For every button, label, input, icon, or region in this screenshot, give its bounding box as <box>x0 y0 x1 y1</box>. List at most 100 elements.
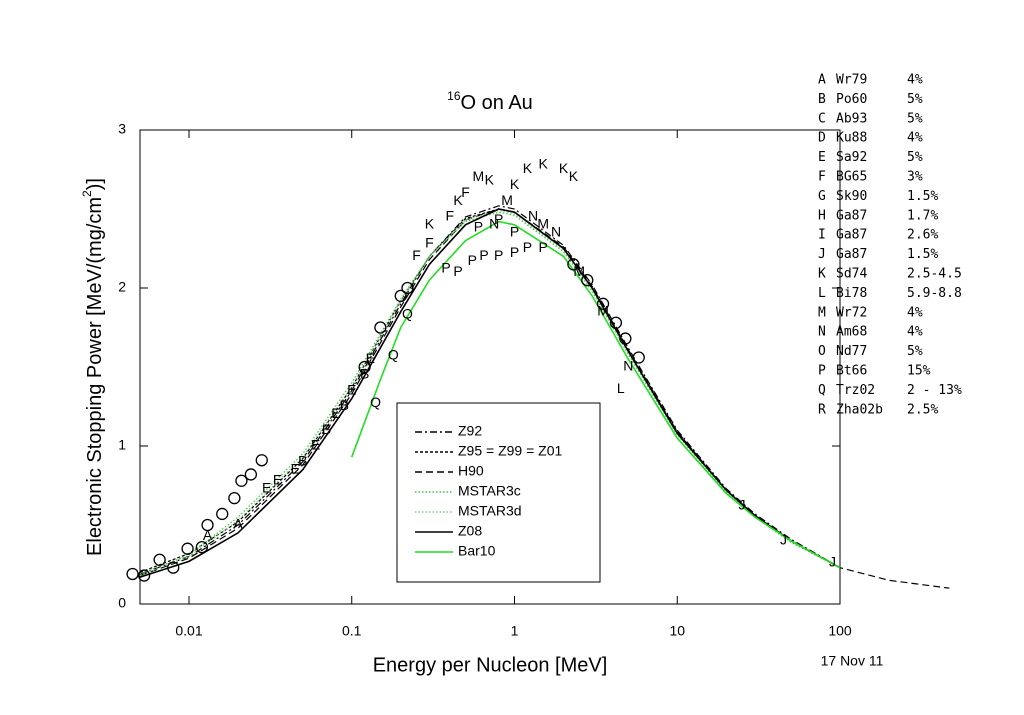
x-axis-label: Energy per Nucleon [MeV] <box>373 654 608 676</box>
source-cell: 15% <box>907 364 931 379</box>
series-line <box>139 205 841 575</box>
y-tick-label: 3 <box>118 121 126 137</box>
point-circle <box>255 454 268 467</box>
source-cell: 5% <box>907 150 923 165</box>
point-letter: K <box>523 160 533 176</box>
point-letter: P <box>441 260 450 276</box>
legend-label: Bar10 <box>458 543 496 559</box>
date: 17 Nov 11 <box>821 653 884 669</box>
point-circle <box>358 360 371 374</box>
source-cell: Bi78 <box>836 286 867 301</box>
point-letter: E <box>347 381 356 397</box>
legend-label: Z92 <box>458 423 482 439</box>
x-tick-label: 1 <box>511 623 519 639</box>
curves <box>139 205 950 589</box>
point-letter: B <box>340 397 349 413</box>
source-cell: Ab93 <box>836 111 867 126</box>
y-label-text: Electronic Stopping Power [MeV/(mg/cm <box>84 197 106 556</box>
point-letter: K <box>538 155 548 171</box>
point-letter: P <box>494 247 503 263</box>
source-cell: 1.7% <box>907 208 938 223</box>
legend-label: H90 <box>458 463 484 479</box>
source-cell: 5% <box>907 92 923 107</box>
source-cell: Trz02 <box>836 383 875 398</box>
source-cell: Ga87 <box>836 208 867 223</box>
point-circle <box>567 258 580 271</box>
point-circle <box>374 321 387 334</box>
source-cell: Po60 <box>836 92 867 107</box>
point-letter: M <box>537 216 549 232</box>
point-letter: E <box>366 350 375 366</box>
point-letter: J <box>739 497 746 513</box>
point-circle <box>201 518 214 532</box>
point-circle <box>228 491 241 505</box>
legend-entries: Z92 Z95 = Z99 = Z01 H90 MSTAR3c MSTAR3d Z08 Ba… <box>415 423 562 559</box>
point-letter: N <box>528 208 538 224</box>
point-circle <box>181 542 194 555</box>
source-cell: C <box>818 111 826 126</box>
source-cell: 2 - 13% <box>907 383 962 398</box>
source-cell: I <box>818 228 826 243</box>
point-letter: K <box>569 168 579 184</box>
y-tick-label: 2 <box>118 279 126 295</box>
point-circle <box>126 567 139 581</box>
source-cell: 4% <box>907 325 923 340</box>
source-cell: 2.5-4.5 <box>907 267 962 282</box>
x-tick-label: 0.1 <box>342 623 362 639</box>
source-cell: Ga87 <box>836 228 867 243</box>
point-letter: B <box>322 421 331 437</box>
point-letter: K <box>510 176 520 192</box>
series-line <box>139 211 841 575</box>
source-cell: 5% <box>907 111 923 126</box>
point-letter: J <box>829 554 836 570</box>
source-cell: 4% <box>907 131 923 146</box>
source-cell: 2.5% <box>907 402 938 417</box>
source-cell: Nd77 <box>836 344 867 359</box>
source-cell: J <box>818 247 826 262</box>
point-letter: Q <box>402 306 413 322</box>
y-label-end: )] <box>84 178 106 190</box>
source-cell: L <box>818 286 826 301</box>
point-letter: M <box>597 302 609 318</box>
point-letter: E <box>262 479 271 495</box>
point-letter: J <box>780 532 787 548</box>
point-circle <box>619 332 632 345</box>
point-letter: A <box>203 527 213 543</box>
point-letter: E <box>331 405 340 421</box>
source-cell: Q <box>818 383 826 398</box>
point-letter: K <box>559 160 569 176</box>
source-cell: D <box>818 131 826 146</box>
title-superscript: 16 <box>447 89 461 103</box>
point-circle <box>235 474 248 487</box>
point-letter: K <box>485 171 495 187</box>
y-axis-label: Electronic Stopping Power [MeV/(mg/cm2)] <box>80 178 106 556</box>
source-cell: BG65 <box>836 170 867 185</box>
chart-title: 16O on Au <box>447 89 533 114</box>
source-cell: H <box>818 208 826 223</box>
source-cell: P <box>818 364 826 379</box>
point-circle <box>137 569 151 582</box>
point-letter: N <box>623 358 633 374</box>
y-label-superscript: 2 <box>80 190 94 197</box>
source-cell: Zha02b <box>836 402 883 417</box>
series-line <box>350 220 841 569</box>
point-letter: P <box>474 219 483 235</box>
source-table: A Wr79 4% B Po60 5% C Ab93 5% D Ku88 4% E Sa92 5% F BG65… <box>818 73 962 418</box>
source-cell: 4% <box>907 305 923 320</box>
point-letter: F <box>445 208 454 224</box>
point-letter: E <box>273 471 282 487</box>
source-cell: Sd74 <box>836 267 867 282</box>
point-letter: F <box>461 184 470 200</box>
point-letter: P <box>494 211 503 227</box>
point-circle <box>153 553 166 566</box>
point-letter: P <box>510 223 519 239</box>
source-cell: G <box>818 189 826 204</box>
axes: 0.01 0.1 1 10 100 0 1 2 3 <box>118 121 852 639</box>
point-letter: K <box>425 216 435 232</box>
point-letter: E <box>311 437 320 453</box>
y-tick-label: 1 <box>118 437 126 453</box>
point-circle <box>596 297 610 310</box>
source-cell: 4% <box>907 73 923 88</box>
source-cell: Ku88 <box>836 131 867 146</box>
